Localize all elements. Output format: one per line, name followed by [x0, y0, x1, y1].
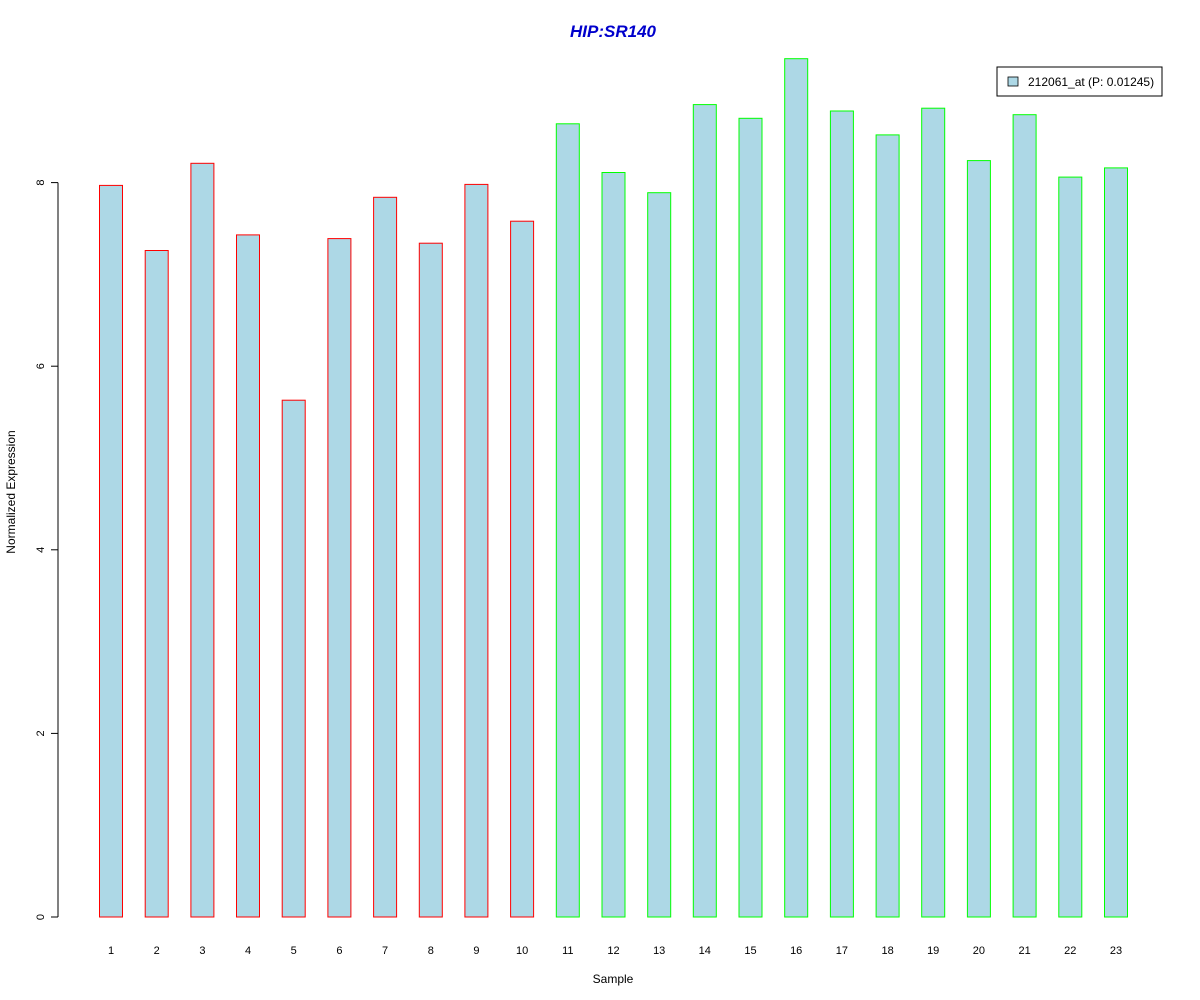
bar-sample-9 — [464, 183, 489, 918]
bar-sample-5 — [281, 399, 306, 918]
bar-sample-21 — [1012, 114, 1037, 918]
x-tick-label: 17 — [836, 945, 848, 957]
bar-sample-2 — [144, 250, 169, 918]
legend-label: 212061_at (P: 0.01245) — [1028, 75, 1154, 89]
x-axis-label: Sample — [593, 972, 634, 986]
bar-sample-20 — [966, 160, 991, 918]
bar-sample-10 — [510, 220, 535, 918]
x-tick-label: 15 — [744, 945, 756, 957]
legend-swatch — [1007, 76, 1019, 87]
x-tick-label: 6 — [336, 945, 342, 957]
bar-sample-16 — [784, 58, 809, 918]
x-tick-label: 21 — [1018, 945, 1030, 957]
bar-sample-22 — [1058, 176, 1083, 918]
y-tick-label: 8 — [35, 180, 47, 186]
x-tick-label: 16 — [790, 945, 802, 957]
bar-sample-11 — [555, 123, 580, 918]
x-axis-tick-labels: 1 2 3 4 5 6 7 8 9 10 11 12 13 14 15 16 17 18 19 20 21 22 23 — [108, 945, 1122, 957]
y-axis-label: Normalized Expression — [4, 430, 18, 553]
bar-sample-12 — [601, 172, 626, 918]
x-tick-label: 20 — [973, 945, 985, 957]
bar-sample-14 — [692, 104, 717, 918]
x-tick-label: 22 — [1064, 945, 1076, 957]
y-tick-label: 4 — [35, 547, 47, 553]
bar-sample-4 — [236, 234, 260, 918]
bar-sample-8 — [418, 242, 443, 918]
legend-box — [996, 66, 1163, 97]
bar-sample-6 — [327, 238, 352, 918]
x-tick-label: 4 — [245, 945, 251, 957]
x-tick-label: 10 — [516, 945, 528, 957]
x-tick-label: 12 — [607, 945, 619, 957]
x-tick-label: 13 — [653, 945, 665, 957]
x-tick-label: 8 — [428, 945, 434, 957]
bar-sample-7 — [373, 196, 398, 918]
x-tick-label: 3 — [199, 945, 205, 957]
x-tick-label: 1 — [108, 945, 114, 957]
bar-sample-1 — [99, 184, 123, 918]
bars — [99, 58, 1128, 918]
bar-sample-13 — [647, 192, 672, 918]
bar-sample-23 — [1104, 167, 1128, 918]
bar-sample-15 — [738, 117, 763, 918]
y-tick-label: 6 — [35, 363, 47, 369]
y-tick-label: 2 — [35, 730, 47, 736]
chart-title: HIP:SR140 — [570, 22, 657, 41]
x-tick-label: 9 — [473, 945, 479, 957]
y-tick-label: 0 — [35, 914, 47, 920]
bar-sample-3 — [190, 162, 215, 918]
x-tick-label: 2 — [154, 945, 160, 957]
x-tick-label: 23 — [1110, 945, 1122, 957]
x-tick-label: 7 — [382, 945, 388, 957]
bar-sample-17 — [829, 110, 854, 918]
legend: 212061_at (P: 0.01245) — [996, 66, 1163, 97]
x-tick-label: 14 — [699, 945, 711, 957]
x-tick-label: 19 — [927, 945, 939, 957]
x-tick-label: 5 — [291, 945, 297, 957]
x-tick-label: 18 — [881, 945, 893, 957]
bar-sample-19 — [921, 107, 946, 918]
bar-sample-18 — [875, 134, 900, 918]
y-axis: 0 2 4 6 8 — [35, 180, 59, 920]
x-tick-label: 11 — [562, 945, 573, 957]
